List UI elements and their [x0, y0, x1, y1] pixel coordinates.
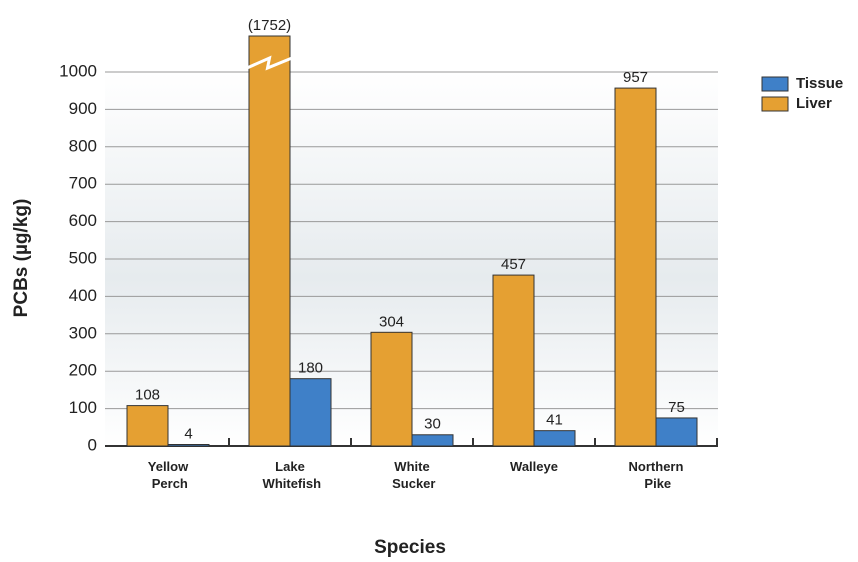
value-label: 304	[379, 313, 404, 330]
bar	[126, 405, 169, 447]
bar	[167, 444, 210, 447]
value-label: (1752)	[248, 17, 291, 34]
value-label: 30	[424, 416, 441, 433]
y-tick-label: 200	[69, 361, 97, 380]
x-tick-label: Walleye	[510, 459, 558, 474]
value-label: 108	[135, 387, 160, 404]
y-tick-label: 900	[69, 99, 97, 118]
x-tick-label: Northern Pike	[629, 459, 684, 491]
bar	[411, 434, 454, 447]
legend-swatch	[761, 76, 789, 92]
legend-label: Liver	[796, 95, 832, 112]
axis-break	[246, 55, 293, 71]
y-tick-label: 700	[69, 174, 97, 193]
legend-label: Tissue	[796, 75, 843, 92]
y-tick-label: 400	[69, 286, 97, 305]
x-axis-title: Species	[374, 537, 446, 558]
x-tick-label: Yellow Perch	[148, 459, 189, 491]
bar	[248, 35, 291, 447]
value-label: 957	[623, 69, 648, 86]
x-tick-label: White Sucker	[389, 459, 436, 491]
y-axis-title: PCBs (µg/kg)	[11, 199, 32, 318]
y-tick-label: 0	[88, 435, 97, 454]
bar	[533, 430, 576, 447]
legend-swatch	[761, 96, 789, 112]
y-tick-label: 600	[69, 211, 97, 230]
bar	[614, 87, 657, 447]
y-tick-label: 300	[69, 323, 97, 342]
x-tick-label: Lake Whitefish	[259, 459, 321, 491]
value-label: 75	[668, 399, 685, 416]
value-label: 4	[184, 425, 192, 442]
value-label: 41	[546, 412, 563, 429]
bar	[370, 331, 413, 447]
y-tick-label: 500	[69, 248, 97, 267]
value-label: 457	[501, 256, 526, 273]
y-tick-label: 1000	[59, 61, 97, 80]
bar	[492, 274, 535, 447]
bar	[655, 417, 698, 447]
y-tick-label: 100	[69, 398, 97, 417]
value-label: 180	[298, 360, 323, 377]
y-tick-label: 800	[69, 136, 97, 155]
bar	[289, 378, 332, 447]
